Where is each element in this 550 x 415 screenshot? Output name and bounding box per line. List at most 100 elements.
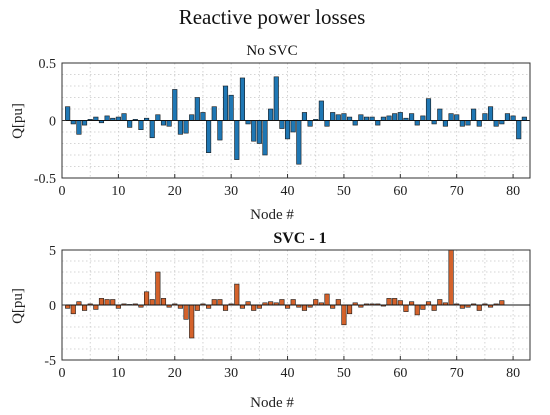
bar-node-41 (290, 299, 296, 306)
bar-node-69 (448, 249, 454, 306)
bar-node-63 (414, 304, 420, 316)
bar-node-52 (352, 120, 358, 126)
x-tick-label: 40 (281, 366, 295, 381)
bar-node-78 (499, 300, 505, 306)
bar-node-36 (262, 120, 268, 156)
bar-node-2 (70, 120, 76, 125)
x-tick-label: 20 (168, 366, 182, 381)
bar-node-1 (65, 106, 71, 121)
bar-node-49 (335, 114, 341, 121)
bar-node-68 (442, 120, 448, 127)
bar-node-28 (217, 299, 223, 306)
bar-node-31 (234, 283, 240, 306)
bar-node-24 (194, 304, 200, 311)
x-tick-label: 40 (281, 184, 295, 199)
bar-node-2 (70, 304, 76, 315)
bar-node-14 (138, 120, 144, 130)
x-axis-label: Node # (250, 395, 294, 411)
bar-node-25 (200, 112, 206, 121)
bar-node-41 (290, 120, 296, 133)
bar-node-48 (330, 112, 336, 121)
bar-node-8 (104, 299, 110, 306)
bar-node-43 (301, 304, 308, 311)
x-tick-label: 70 (450, 366, 464, 381)
bar-node-22 (183, 120, 189, 134)
bar-node-33 (245, 120, 251, 125)
panel-title: No SVC (246, 43, 297, 59)
bar-node-4 (81, 120, 88, 126)
bar-node-46 (318, 100, 324, 121)
bar-node-74 (476, 120, 482, 127)
bar-node-76 (487, 106, 494, 121)
x-tick-label: 50 (337, 184, 351, 199)
x-tick-label: 0 (59, 184, 66, 199)
bar-node-18 (160, 298, 167, 306)
x-tick-label: 30 (224, 184, 238, 199)
bar-node-47 (324, 293, 330, 306)
bar-node-45 (313, 299, 319, 306)
bar-node-3 (76, 120, 82, 135)
bar-node-4 (81, 304, 88, 311)
bar-node-64 (420, 304, 426, 310)
x-tick-label: 50 (337, 366, 351, 381)
x-tick-label: 0 (59, 366, 66, 381)
x-tick-label: 80 (506, 184, 520, 199)
x-tick-label: 60 (393, 184, 407, 199)
bar-node-31 (234, 120, 240, 160)
bar-node-60 (397, 112, 403, 121)
bar-node-69 (448, 113, 454, 121)
bar-node-66 (431, 120, 437, 125)
bar-node-37 (268, 108, 274, 121)
bar-node-19 (166, 120, 172, 127)
bar-node-17 (155, 271, 161, 306)
bar-node-58 (386, 298, 392, 306)
bar-node-51 (347, 304, 353, 315)
bar-node-22 (183, 304, 189, 320)
bar-node-40 (284, 120, 291, 140)
bar-node-35 (256, 120, 262, 144)
bar-node-55 (369, 116, 375, 121)
y-tick-label: 5 (49, 244, 56, 259)
bar-node-82 (521, 116, 527, 121)
bar-node-66 (431, 304, 437, 311)
bar-node-61 (403, 304, 409, 312)
bar-node-58 (386, 115, 392, 121)
figure-title: Reactive power losses (179, 5, 366, 29)
bar-node-50 (341, 113, 347, 121)
x-axis-label: Node # (250, 207, 294, 223)
bar-node-43 (301, 112, 308, 121)
panel-title: SVC - 1 (273, 230, 326, 247)
bar-node-79 (504, 113, 511, 121)
bar-node-60 (397, 300, 403, 306)
bar-node-12 (127, 120, 133, 128)
bar-node-80 (510, 115, 516, 121)
bar-node-71 (459, 120, 465, 127)
bar-node-64 (420, 115, 426, 121)
bar-node-59 (392, 298, 398, 306)
bar-node-38 (273, 76, 279, 121)
x-tick-label: 80 (506, 366, 520, 381)
bar-node-10 (115, 116, 121, 121)
bar-node-6 (93, 304, 99, 310)
bar-node-8 (104, 115, 110, 121)
bar-node-11 (121, 113, 127, 121)
bar-node-67 (437, 108, 443, 121)
bar-node-32 (239, 77, 245, 121)
bar-node-27 (211, 106, 217, 121)
x-tick-label: 10 (111, 366, 125, 381)
bar-node-57 (380, 116, 386, 121)
bar-node-23 (189, 114, 195, 121)
bar-node-44 (307, 120, 313, 127)
bar-node-16 (149, 120, 155, 139)
bar-node-65 (425, 98, 432, 121)
bar-node-78 (499, 120, 505, 125)
bar-node-53 (358, 114, 364, 121)
y-axis-label: Q[pu] (10, 288, 26, 324)
bar-node-72 (465, 120, 471, 126)
bar-node-26 (206, 120, 212, 154)
bar-node-42 (296, 120, 302, 165)
bar-node-34 (251, 304, 257, 311)
bar-node-74 (476, 304, 482, 311)
bar-node-56 (375, 120, 381, 126)
